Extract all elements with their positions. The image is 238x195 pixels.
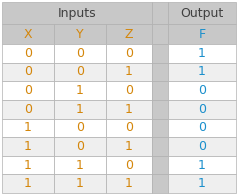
Bar <box>106 63 152 81</box>
Text: Z: Z <box>125 27 133 41</box>
Bar <box>2 44 54 63</box>
Bar <box>2 156 54 174</box>
Bar <box>106 100 152 119</box>
Text: 0: 0 <box>76 121 84 134</box>
Bar <box>168 156 236 174</box>
Bar <box>2 174 54 193</box>
Bar <box>152 44 168 63</box>
Text: 0: 0 <box>24 47 32 60</box>
Text: 1: 1 <box>198 66 206 78</box>
Bar <box>168 63 236 81</box>
Text: 1: 1 <box>76 84 84 97</box>
Text: 1: 1 <box>125 103 133 116</box>
Text: 0: 0 <box>24 103 32 116</box>
Text: 0: 0 <box>125 47 133 60</box>
Text: 1: 1 <box>24 121 32 134</box>
Text: 0: 0 <box>76 140 84 153</box>
Bar <box>2 63 54 81</box>
Bar <box>106 156 152 174</box>
Text: Output: Output <box>180 6 224 20</box>
Text: 1: 1 <box>198 159 206 172</box>
Text: F: F <box>198 27 206 41</box>
Bar <box>152 137 168 156</box>
Bar <box>168 137 236 156</box>
Bar <box>54 119 106 137</box>
Bar <box>168 24 236 44</box>
Bar <box>168 119 236 137</box>
Bar <box>2 81 54 100</box>
Text: 0: 0 <box>198 84 206 97</box>
Bar <box>106 137 152 156</box>
Text: 1: 1 <box>76 177 84 190</box>
Bar <box>152 2 168 24</box>
Text: 0: 0 <box>24 84 32 97</box>
Bar <box>54 24 106 44</box>
Text: 0: 0 <box>125 121 133 134</box>
Text: 1: 1 <box>76 159 84 172</box>
Bar <box>152 156 168 174</box>
Text: 1: 1 <box>76 103 84 116</box>
Bar <box>106 24 152 44</box>
Text: 0: 0 <box>198 103 206 116</box>
Text: 0: 0 <box>76 47 84 60</box>
Text: 1: 1 <box>198 47 206 60</box>
Text: Inputs: Inputs <box>58 6 96 20</box>
Bar <box>152 119 168 137</box>
Bar <box>54 63 106 81</box>
Text: X: X <box>24 27 32 41</box>
Bar <box>152 81 168 100</box>
Text: 1: 1 <box>125 66 133 78</box>
Text: 1: 1 <box>24 140 32 153</box>
Text: 0: 0 <box>76 66 84 78</box>
Text: 0: 0 <box>125 159 133 172</box>
Bar <box>152 24 168 44</box>
Bar <box>168 81 236 100</box>
Text: 0: 0 <box>198 140 206 153</box>
Bar <box>54 81 106 100</box>
Bar <box>2 100 54 119</box>
Text: 1: 1 <box>125 140 133 153</box>
Bar <box>152 63 168 81</box>
Text: 1: 1 <box>125 177 133 190</box>
Bar <box>2 24 54 44</box>
Bar <box>54 137 106 156</box>
Bar <box>2 2 152 24</box>
Bar <box>2 119 54 137</box>
Bar <box>2 137 54 156</box>
Bar <box>106 174 152 193</box>
Bar <box>168 174 236 193</box>
Bar <box>106 81 152 100</box>
Bar <box>54 44 106 63</box>
Text: 1: 1 <box>24 159 32 172</box>
Bar <box>152 100 168 119</box>
Bar <box>54 174 106 193</box>
Bar <box>152 174 168 193</box>
Text: Y: Y <box>76 27 84 41</box>
Text: 1: 1 <box>24 177 32 190</box>
Bar <box>168 2 236 24</box>
Text: 0: 0 <box>24 66 32 78</box>
Text: 0: 0 <box>198 121 206 134</box>
Bar <box>168 44 236 63</box>
Text: 1: 1 <box>198 177 206 190</box>
Bar <box>54 156 106 174</box>
Bar <box>106 44 152 63</box>
Bar <box>54 100 106 119</box>
Text: 0: 0 <box>125 84 133 97</box>
Bar <box>168 100 236 119</box>
Bar <box>106 119 152 137</box>
